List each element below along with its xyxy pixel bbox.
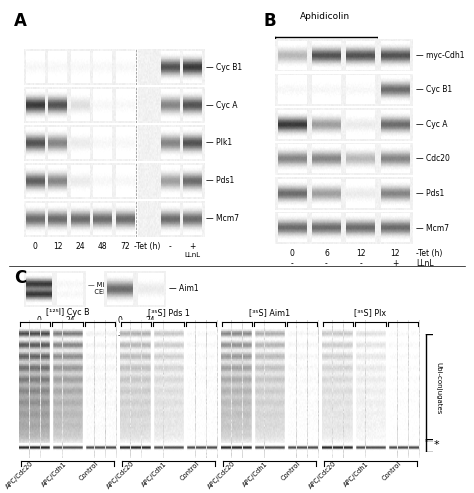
Text: Control: Control	[281, 460, 302, 482]
Text: 12: 12	[391, 248, 400, 258]
Text: Ubi-conjugates: Ubi-conjugates	[436, 362, 441, 414]
Text: Control: Control	[180, 460, 201, 482]
Text: APC/Cdc20: APC/Cdc20	[207, 460, 237, 491]
Text: *: *	[434, 440, 439, 451]
Text: APC/Cdh1: APC/Cdh1	[141, 460, 169, 488]
Text: -: -	[291, 259, 293, 268]
Text: — Mitosin/
   CENP-F: — Mitosin/ CENP-F	[88, 282, 123, 295]
Text: 24: 24	[75, 242, 85, 251]
Text: 12: 12	[53, 242, 62, 251]
Text: APC/Cdc20: APC/Cdc20	[5, 460, 35, 491]
Text: -: -	[169, 242, 172, 251]
Text: APC/Cdh1: APC/Cdh1	[40, 460, 67, 488]
Text: [³⁵S] Plx: [³⁵S] Plx	[355, 309, 386, 317]
Text: B: B	[263, 12, 276, 31]
Text: Control: Control	[79, 460, 100, 482]
Text: -Tet (h): -Tet (h)	[416, 248, 442, 258]
Text: -: -	[325, 259, 328, 268]
Text: -Tet (h): -Tet (h)	[134, 242, 161, 251]
Text: [³⁵S] Pds 1: [³⁵S] Pds 1	[147, 309, 190, 317]
Text: [³⁵S] Aim1: [³⁵S] Aim1	[249, 309, 290, 317]
Text: -: -	[359, 259, 362, 268]
Text: LLnL: LLnL	[184, 252, 201, 258]
Text: Control: Control	[382, 460, 403, 482]
Text: 24: 24	[146, 316, 155, 324]
Text: 0: 0	[290, 248, 294, 258]
Text: 0: 0	[117, 316, 122, 324]
Text: APC/Cdh1: APC/Cdh1	[242, 460, 269, 488]
Text: Aphidicolin: Aphidicolin	[300, 12, 350, 21]
Text: — Mcm7: — Mcm7	[416, 223, 449, 233]
Text: — Cyc B1: — Cyc B1	[206, 63, 242, 71]
Text: -Tet (24 h): -Tet (24 h)	[118, 331, 152, 338]
Text: — Mcm7: — Mcm7	[206, 214, 239, 223]
Text: +: +	[392, 259, 398, 268]
Text: — Aim1: — Aim1	[169, 284, 199, 293]
Text: APC/Cdh1: APC/Cdh1	[343, 460, 371, 488]
Text: APC/Cdc20: APC/Cdc20	[308, 460, 338, 491]
Text: — Cyc B1: — Cyc B1	[416, 85, 452, 95]
Text: C: C	[14, 269, 27, 287]
Text: 48: 48	[98, 242, 107, 251]
Text: — Cyc A: — Cyc A	[416, 120, 447, 129]
Text: — Pds1: — Pds1	[206, 176, 234, 185]
Text: LLnL: LLnL	[416, 259, 433, 268]
Text: [¹²⁵I] Cyc B: [¹²⁵I] Cyc B	[46, 309, 90, 317]
Text: — myc-Cdh1: — myc-Cdh1	[416, 51, 465, 60]
Text: 24: 24	[65, 316, 75, 324]
Text: 72: 72	[120, 242, 130, 251]
Text: — Plk1: — Plk1	[206, 139, 232, 147]
Text: — Pds1: — Pds1	[416, 189, 444, 198]
Text: APC/Cdc20: APC/Cdc20	[106, 460, 136, 491]
Text: 6: 6	[324, 248, 329, 258]
Text: 0: 0	[36, 316, 42, 324]
Text: 12: 12	[356, 248, 365, 258]
Text: 0: 0	[33, 242, 37, 251]
Text: +: +	[190, 242, 196, 251]
Text: — Cdc20: — Cdc20	[416, 154, 450, 164]
Text: -Tet (24 h): -Tet (24 h)	[37, 331, 72, 338]
Text: — Cyc A: — Cyc A	[206, 101, 237, 109]
Text: A: A	[14, 12, 27, 31]
